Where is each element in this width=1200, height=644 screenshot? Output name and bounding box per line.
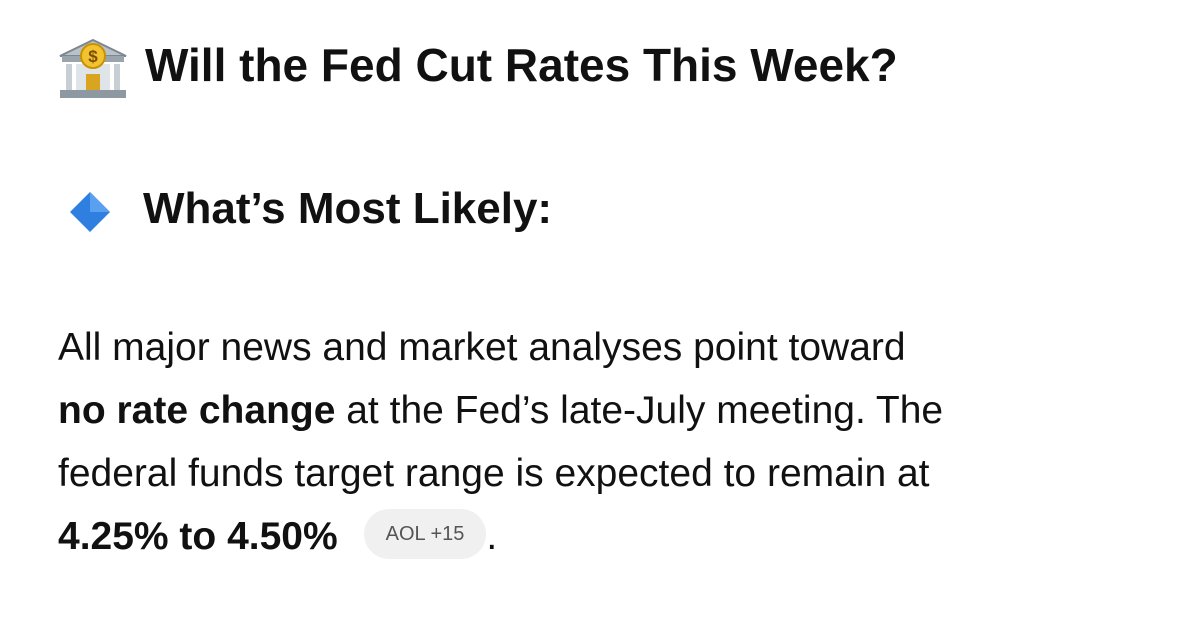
text-line: no rate change at the Fed’s late-July me… [58,379,943,442]
text-line: All major news and market analyses point… [58,316,943,379]
bold-text: 4.25% to 4.50% [58,515,338,558]
bank-icon: $ [59,38,127,98]
end-punctuation: . [486,515,498,558]
title: Will the Fed Cut Rates This Week? [145,39,898,91]
paragraph: All major news and market analyses point… [58,316,943,568]
text-line: federal funds target range is expected t… [58,442,943,505]
section-heading: What’s Most Likely: [143,184,553,233]
text: federal funds target range is expected t… [58,452,930,495]
diamond-icon [70,192,110,232]
text: at the Fed’s late-July meeting. The [335,389,944,432]
citation-chip[interactable]: AOL +15 [363,508,487,559]
text-line: 4.25% to 4.50% AOL +15. [58,505,943,568]
bold-text: no rate change [58,389,336,432]
svg-text:$: $ [88,47,98,66]
text: All major news and market analyses point… [58,326,906,369]
